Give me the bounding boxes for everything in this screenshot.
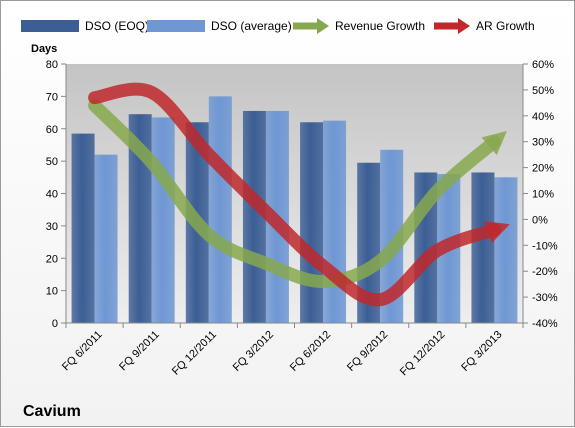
y-axis-title: Days (31, 43, 57, 55)
bar-dso-eoq (71, 133, 95, 323)
legend-swatch-arrow (317, 18, 329, 34)
legend-swatch-bar (21, 20, 79, 32)
chart-title: Cavium (23, 403, 81, 420)
y2-tick-label: 50% (532, 85, 554, 97)
y2-tick-label: 40% (532, 111, 554, 123)
y-tick-label: 10 (46, 286, 58, 298)
y2-tick-label: 10% (532, 189, 554, 201)
bar-dso-eoq (300, 122, 324, 324)
x-tick-label: FQ 3/2013 (459, 329, 504, 374)
y2-tick-label: -20% (532, 266, 558, 278)
y2-tick-label: 60% (532, 59, 554, 71)
bar-dso-average (323, 120, 347, 323)
revenue-growth-line (88, 98, 507, 289)
x-tick-label: FQ 6/2012 (288, 329, 333, 374)
legend-swatch-arrow (458, 18, 470, 34)
y2-tick-label: 0% (532, 214, 548, 226)
legend-swatch-bar (147, 20, 205, 32)
bar-dso-average (380, 149, 404, 323)
bar-dso-average (151, 117, 175, 323)
y-tick-label: 70 (46, 91, 58, 103)
y-tick-label: 60 (46, 124, 58, 136)
ar-growth-line (88, 82, 510, 307)
bar-dso-eoq (242, 110, 266, 323)
y-tick-label: 20 (46, 253, 58, 265)
y-tick-label: 40 (46, 189, 58, 201)
legend: DSO (EOQ) DSO (average) Revenue Growth AR G… (21, 18, 535, 34)
legend-label: AR Growth (476, 19, 535, 33)
legend-label: Revenue Growth (335, 19, 425, 33)
legend-label: DSO (EOQ) (85, 19, 149, 33)
x-tick-label: FQ 9/2012 (345, 329, 390, 374)
y-tick-label: 80 (46, 59, 58, 71)
x-tick-label: FQ 3/2012 (231, 329, 276, 374)
y-tick-label: 30 (46, 221, 58, 233)
bar-dso-eoq (128, 114, 152, 324)
y-tick-label: 0 (52, 318, 58, 330)
legend-label: DSO (average) (211, 19, 292, 33)
x-tick-label: FQ 6/2011 (60, 329, 105, 374)
y2-tick-label: -30% (532, 292, 558, 304)
y2-tick-label: -40% (532, 318, 558, 330)
x-tick-label: FQ 12/2012 (398, 329, 448, 379)
y2-tick-label: -10% (532, 240, 558, 252)
y-tick-label: 50 (46, 156, 58, 168)
bar-dso-eoq (471, 172, 495, 323)
y2-tick-label: 20% (532, 163, 554, 175)
bar-dso-average (94, 154, 118, 323)
bar-dso-average (494, 177, 518, 323)
bar-dso-average (208, 96, 232, 323)
x-tick-label: FQ 12/2011 (170, 329, 219, 378)
x-tick-label: FQ 9/2011 (117, 329, 162, 374)
bar-dso-eoq (357, 162, 381, 323)
y2-tick-label: 30% (532, 137, 554, 149)
